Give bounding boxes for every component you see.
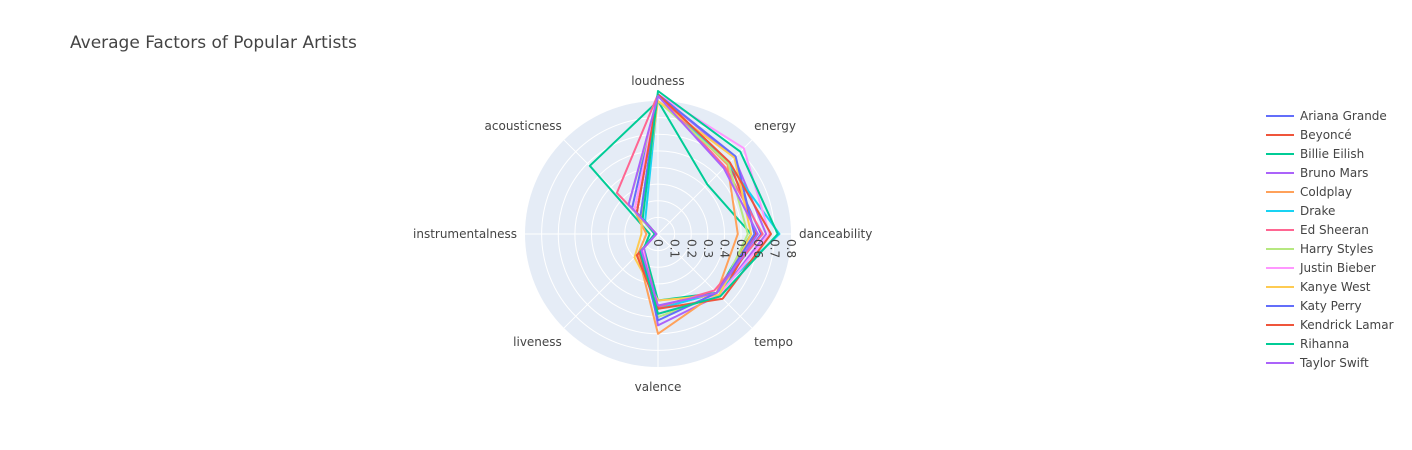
legend-item[interactable]: Beyoncé [1266,125,1406,144]
angular-grid-line [657,233,753,329]
radial-tick-label: 0.7 [767,239,781,258]
radial-tick-label: 0 [651,239,665,247]
legend-label: Taylor Swift [1300,355,1369,370]
legend-swatch [1266,228,1294,231]
legend-item[interactable]: Rihanna [1266,334,1406,353]
radial-tick-label: 0.6 [751,239,765,258]
legend-swatch [1266,285,1294,288]
axis-label-danceability: danceability [799,227,872,241]
legend-label: Drake [1300,203,1336,218]
axis-label-liveness: liveness [513,335,562,349]
legend-item[interactable]: Drake [1266,201,1406,220]
legend-label: Billie Eilish [1300,146,1365,161]
legend-item[interactable]: Kendrick Lamar [1266,315,1406,334]
legend-label: Ariana Grande [1300,108,1387,123]
series-line-12 [639,90,779,315]
radial-tick-label: 0.5 [734,239,748,258]
radial-tick-label: 0.1 [668,239,682,258]
legend-swatch [1266,133,1294,136]
radial-tick-label: 0.3 [701,239,715,258]
radial-tick-label: 0.2 [684,239,698,258]
legend-item[interactable]: Ed Sheeran [1266,220,1406,239]
angular-grid-line [657,139,753,235]
legend-label: Rihanna [1300,336,1350,351]
legend-item[interactable]: Kanye West [1266,277,1406,296]
legend-swatch [1266,247,1294,250]
legend-swatch [1266,323,1294,326]
legend: Ariana Grande Beyoncé Billie Eilish Bruno M… [1266,106,1406,372]
legend-item[interactable]: Ariana Grande [1266,106,1406,125]
legend-label: Kanye West [1300,279,1371,294]
legend-swatch [1266,152,1294,155]
legend-item[interactable]: Taylor Swift [1266,353,1406,372]
legend-swatch [1266,209,1294,212]
series-line-13 [627,95,759,307]
legend-item[interactable]: Coldplay [1266,182,1406,201]
legend-label: Katy Perry [1300,298,1362,313]
legend-swatch [1266,304,1294,307]
axis-label-tempo: tempo [754,335,793,349]
axis-label-instrumentalness: instrumentalness [413,227,517,241]
legend-label: Beyoncé [1300,127,1352,142]
legend-swatch [1266,266,1294,269]
legend-swatch [1266,171,1294,174]
legend-swatch [1266,114,1294,117]
legend-item[interactable]: Bruno Mars [1266,163,1406,182]
legend-swatch [1266,190,1294,193]
legend-label: Ed Sheeran [1300,222,1369,237]
legend-label: Kendrick Lamar [1300,317,1394,332]
axis-label-loudness: loudness [631,74,684,88]
axis-label-energy: energy [754,119,796,133]
radial-tick-label: 0.8 [784,239,798,258]
legend-item[interactable]: Billie Eilish [1266,144,1406,163]
legend-label: Justin Bieber [1300,260,1376,275]
legend-swatch [1266,361,1294,364]
legend-label: Bruno Mars [1300,165,1369,180]
legend-item[interactable]: Katy Perry [1266,296,1406,315]
legend-item[interactable]: Harry Styles [1266,239,1406,258]
legend-label: Coldplay [1300,184,1353,199]
axis-label-valence: valence [635,380,682,394]
axis-label-acousticness: acousticness [485,119,562,133]
legend-swatch [1266,342,1294,345]
legend-item[interactable]: Justin Bieber [1266,258,1406,277]
radial-tick-label: 0.4 [718,239,732,258]
chart-title: Average Factors of Popular Artists [70,33,357,53]
legend-label: Harry Styles [1300,241,1374,256]
